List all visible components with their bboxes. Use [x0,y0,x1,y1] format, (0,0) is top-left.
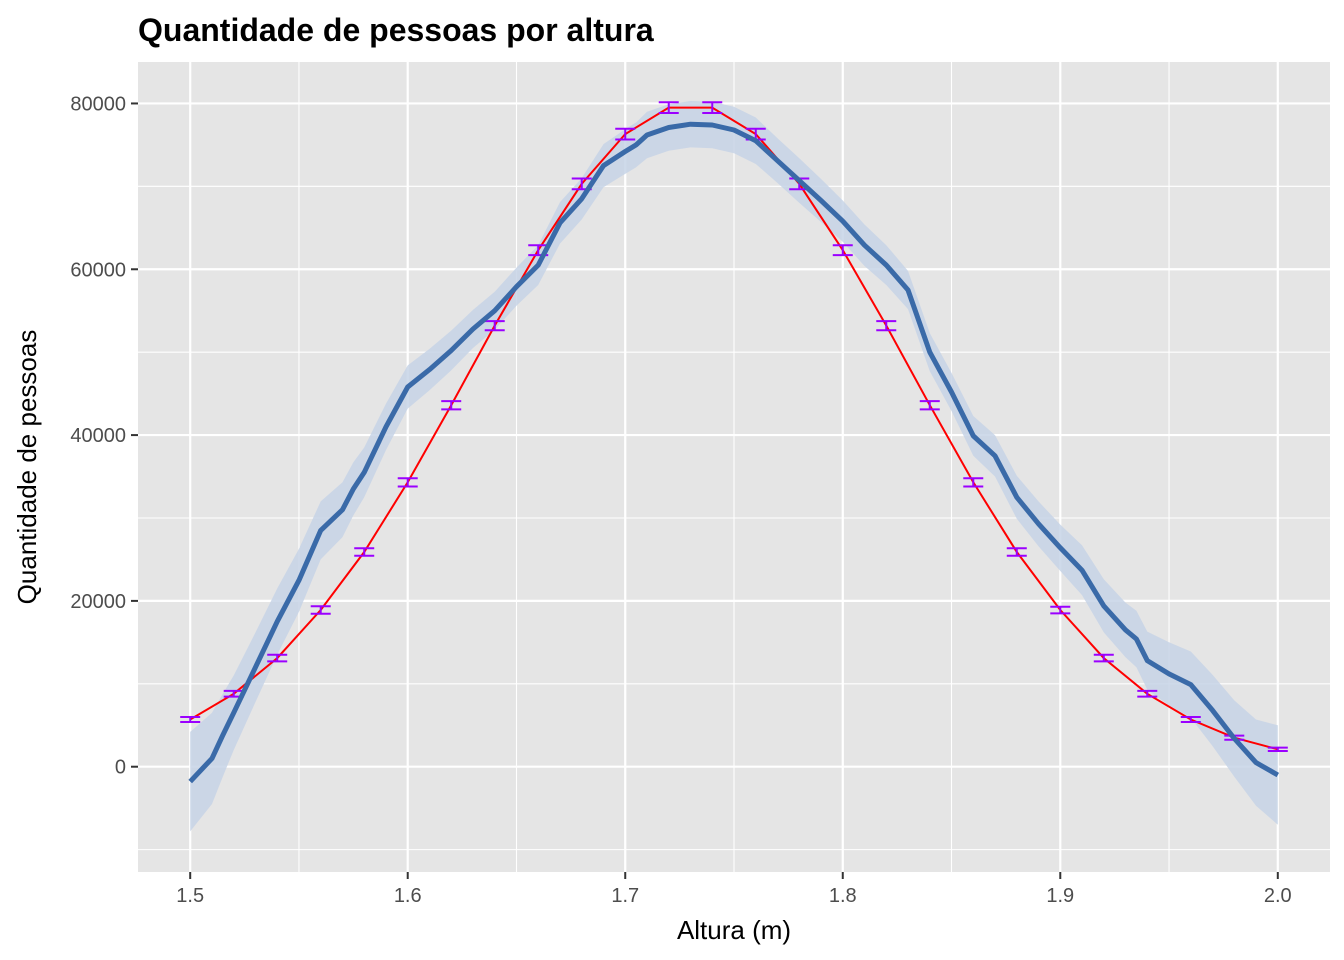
x-axis: 1.5 1.6 1.7 1.8 1.9 2.0 [176,872,1292,907]
errorbar [310,605,331,615]
errorbar [180,715,201,723]
errorbar [963,477,984,488]
y-axis: 0 20000 40000 60000 80000 [70,93,138,779]
model-line [189,106,1279,751]
smooth-line [188,121,1280,784]
errorbar [484,320,505,332]
x-tick-label: 1.8 [829,885,857,907]
errorbar [397,477,418,488]
x-axis-title: Altura (m) [677,915,791,945]
errorbar [267,653,288,663]
x-tick-label: 2.0 [1264,885,1292,907]
chart-title: Quantidade de pessoas por altura [138,12,654,48]
errorbar [1137,689,1158,698]
x-tick-label: 1.9 [1046,885,1074,907]
x-tick-label: 1.7 [611,885,639,907]
errorbar [1093,653,1114,663]
x-tick-label: 1.6 [394,885,422,907]
errorbar [615,127,636,141]
x-tick-label: 1.5 [176,885,204,907]
smooth-line-group [188,121,1280,784]
model-line-group [189,106,1279,751]
errorbar [832,244,853,257]
errorbar [1006,547,1027,557]
errorbar-group [180,101,1288,752]
y-tick-label: 40000 [70,425,126,447]
errorbar [702,101,723,114]
y-tick-label: 0 [115,757,126,779]
errorbar [876,320,897,332]
y-tick-label: 20000 [70,591,126,613]
y-tick-label: 60000 [70,259,126,281]
errorbar [1050,605,1071,615]
errorbar [441,400,462,411]
errorbar [1180,715,1201,723]
errorbar [658,101,679,114]
errorbar [919,400,940,411]
y-axis-title: Quantidade de pessoas [12,330,42,605]
y-tick-label: 80000 [70,93,126,115]
errorbar [1267,746,1288,752]
errorbar [354,547,375,557]
